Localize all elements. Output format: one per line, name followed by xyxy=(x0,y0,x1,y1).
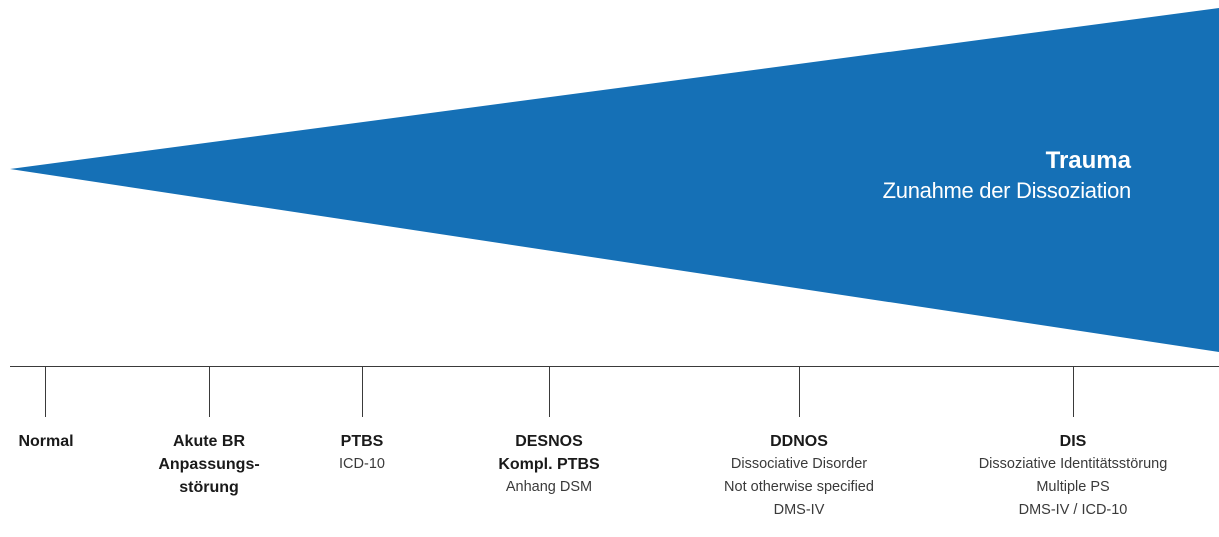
stage-title: DIS xyxy=(1059,433,1087,450)
stage-title: störung xyxy=(179,479,239,496)
stage-subtitle: Not otherwise specified xyxy=(724,479,874,495)
stage-title: Kompl. PTBS xyxy=(498,456,600,473)
tick-dis xyxy=(1073,366,1074,417)
wedge-title: Trauma xyxy=(1045,147,1131,174)
tick-desnos xyxy=(549,366,550,417)
timeline-axis xyxy=(10,366,1219,367)
dissociation-wedge xyxy=(10,8,1219,352)
stage-title: Akute BR xyxy=(172,433,245,450)
tick-ptbs xyxy=(362,366,363,417)
stage-title: PTBS xyxy=(340,433,384,450)
wedge-subtitle: Zunahme der Dissoziation xyxy=(882,178,1132,203)
tick-normal xyxy=(45,366,46,417)
stage-desnos: DESNOS Kompl. PTBS Anhang DSM xyxy=(479,430,619,499)
wedge-label: Trauma Zunahme der Dissoziation xyxy=(882,146,1132,206)
stage-ddnos: DDNOS Dissociative Disorder Not otherwis… xyxy=(699,430,899,522)
stage-title: Anpassungs- xyxy=(158,456,260,473)
stage-subtitle: DMS-IV xyxy=(773,502,825,518)
stage-dis: DIS Dissoziative Identitätsstörung Multi… xyxy=(958,430,1188,522)
stage-subtitle: Anhang DSM xyxy=(505,479,593,495)
stage-title: Normal xyxy=(18,433,74,450)
stage-subtitle: ICD-10 xyxy=(339,456,385,472)
stage-subtitle: Multiple PS xyxy=(1036,479,1110,495)
stage-akute-br: Akute BR Anpassungs- störung xyxy=(149,430,269,499)
stage-subtitle: DMS-IV / ICD-10 xyxy=(1018,502,1128,518)
stage-ptbs: PTBS ICD-10 xyxy=(312,430,412,476)
tick-ddnos xyxy=(799,366,800,417)
stage-title: DDNOS xyxy=(770,433,828,450)
stage-title: DESNOS xyxy=(515,433,583,450)
stage-normal: Normal xyxy=(10,430,82,453)
stage-subtitle: Dissoziative Identitätsstörung xyxy=(978,456,1168,472)
stage-subtitle: Dissociative Disorder xyxy=(730,456,868,472)
tick-akute-br xyxy=(209,366,210,417)
